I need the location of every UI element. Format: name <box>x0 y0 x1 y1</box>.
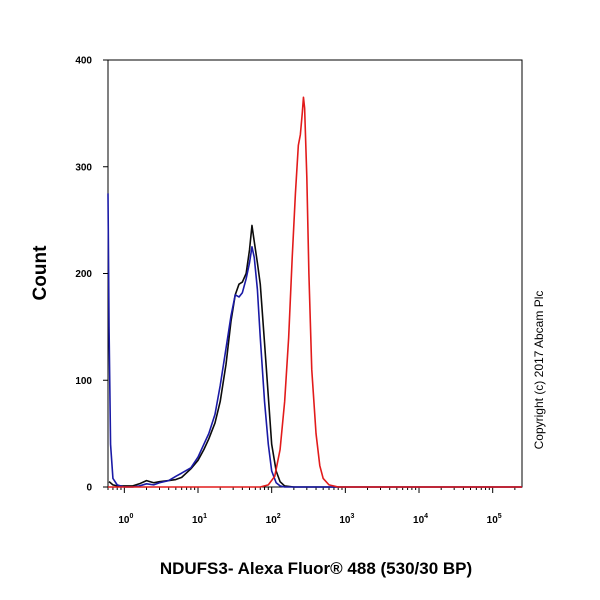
series-line-2 <box>107 193 522 488</box>
x-tick-label: 101 <box>192 513 207 526</box>
x-tick-label: 104 <box>413 513 428 526</box>
y-tick-label: 0 <box>86 483 92 494</box>
y-axis-title: Count <box>30 245 51 301</box>
y-tick-label: 100 <box>75 376 92 387</box>
x-tick-label: 102 <box>266 513 281 526</box>
series-layer <box>107 96 522 488</box>
x-tick-label: 103 <box>339 513 354 526</box>
x-axis-title: NDUFS3- Alexa Fluor® 488 (530/30 BP) <box>160 559 472 578</box>
x-tick-label: 100 <box>118 513 133 526</box>
series-line-1 <box>108 224 522 488</box>
y-tick-label: 200 <box>75 269 92 280</box>
x-tick-label: 105 <box>487 513 502 526</box>
y-tick-label: 300 <box>75 162 92 173</box>
copyright-text: Copyright (c) 2017 Abcam Plc <box>532 291 546 450</box>
series-line-3 <box>108 96 522 488</box>
y-tick-label: 400 <box>75 56 92 67</box>
x-axis: 100 101 102 103 104 105 <box>107 487 516 526</box>
y-axis: 0 100 200 300 400 <box>75 56 108 494</box>
